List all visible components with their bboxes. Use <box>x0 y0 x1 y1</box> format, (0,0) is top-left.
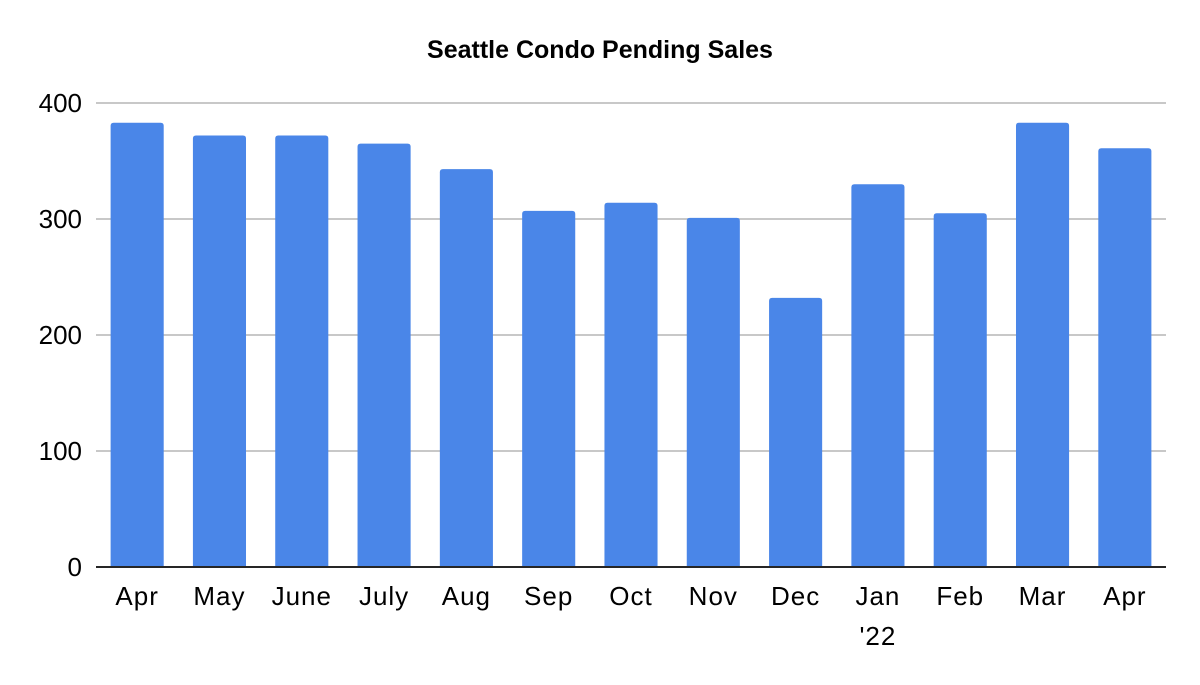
x-tick-label: Oct <box>609 581 652 611</box>
y-tick-label: 100 <box>39 436 82 466</box>
bar <box>851 184 905 567</box>
bar <box>933 213 987 567</box>
x-tick-label: May <box>193 581 245 611</box>
y-tick-label: 300 <box>39 204 82 234</box>
x-axis-ticks: Apr May June July Aug Sep Oct Nov Dec Jan '22 Feb Ma… <box>115 581 1146 651</box>
bar <box>357 143 411 567</box>
x-tick-label: Sep <box>524 581 573 611</box>
bar <box>686 217 740 567</box>
x-tick-label: June <box>272 581 332 611</box>
y-tick-label: 0 <box>68 552 82 582</box>
bar <box>110 122 164 567</box>
bar <box>769 297 823 567</box>
x-tick-label: Apr <box>1103 581 1146 611</box>
y-axis-ticks: 0 100 200 300 400 <box>39 88 82 582</box>
x-tick-label: Mar <box>1019 581 1067 611</box>
bar <box>1015 122 1070 567</box>
x-tick-label: Dec <box>771 581 820 611</box>
bar <box>192 135 247 568</box>
y-tick-label: 200 <box>39 320 82 350</box>
bar <box>439 169 493 567</box>
bars <box>110 122 1152 568</box>
bar <box>275 135 329 568</box>
x-tick-label: Jan <box>855 581 900 611</box>
x-tick-label: Nov <box>689 581 738 611</box>
chart-title: Seattle Condo Pending Sales <box>427 36 773 64</box>
x-tick-label: Feb <box>936 581 984 611</box>
bar <box>604 202 658 567</box>
x-tick-label: '22 <box>859 621 896 651</box>
x-tick-label: July <box>359 581 409 611</box>
y-tick-label: 400 <box>39 88 82 118</box>
bar <box>1098 148 1152 568</box>
x-tick-label: Apr <box>115 581 158 611</box>
bar <box>522 210 576 567</box>
x-tick-label: Aug <box>442 581 491 611</box>
